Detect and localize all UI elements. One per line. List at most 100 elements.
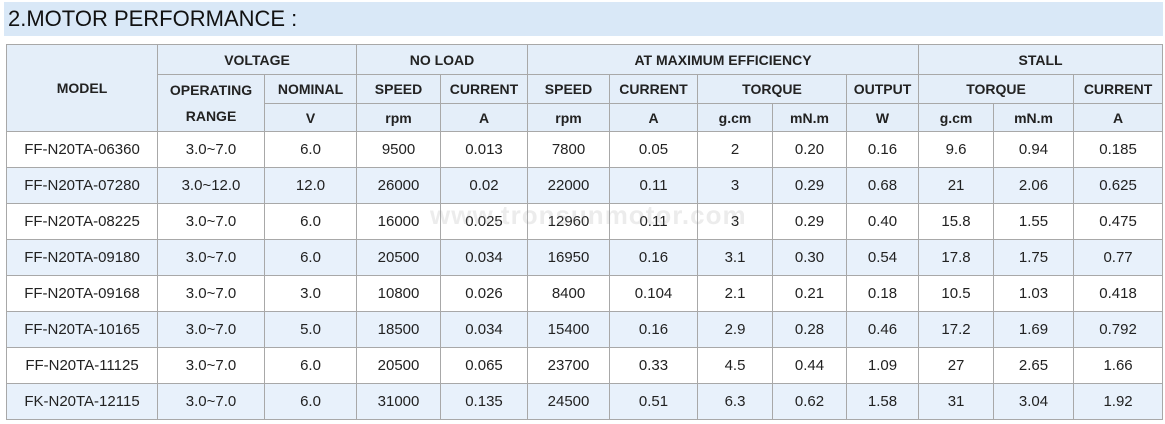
table-cell: 1.75 — [993, 239, 1075, 276]
table-cell: 0.185 — [1073, 131, 1164, 168]
unit-header: mN.m — [993, 103, 1075, 132]
table-cell: 26000 — [356, 167, 441, 204]
table-cell: 0.02 — [440, 167, 528, 204]
table-cell: FF-N20TA-09168 — [6, 275, 158, 312]
table-cell: 3.0~7.0 — [157, 383, 265, 420]
table-row: FK-N20TA-12115 3.0~7.0 6.0 31000 0.135 24500 0… — [6, 383, 1164, 420]
table-cell: 7800 — [527, 131, 610, 168]
table-cell: 3.0~7.0 — [157, 239, 265, 276]
table-cell: 6.0 — [264, 347, 357, 384]
column-header: OPERATING RANGE — [157, 74, 265, 132]
table-row: FF-N20TA-08225 3.0~7.0 6.0 16000 0.025 12960 0… — [6, 203, 1164, 240]
table-cell: 16950 — [527, 239, 610, 276]
table-cell: FF-N20TA-10165 — [6, 311, 158, 348]
table-cell: 6.0 — [264, 203, 357, 240]
unit-header: g.cm — [918, 103, 995, 132]
table-cell: FF-N20TA-09180 — [6, 239, 158, 276]
table-cell: 3.0~7.0 — [157, 131, 265, 168]
table-cell: 23700 — [527, 347, 610, 384]
table-cell: 0.44 — [772, 347, 847, 384]
column-header: TORQUE — [918, 74, 1075, 104]
unit-header: W — [845, 103, 920, 132]
table-cell: 2.65 — [993, 347, 1075, 384]
table-cell: 9.6 — [918, 131, 995, 168]
table-cell: 5.0 — [264, 311, 357, 348]
table-cell: 0.034 — [440, 239, 528, 276]
table-cell: 0.05 — [609, 131, 698, 168]
unit-header: mN.m — [772, 103, 847, 132]
table-cell: 6.3 — [697, 383, 773, 420]
unit-header: rpm — [356, 103, 441, 132]
table-cell: 27 — [918, 347, 995, 384]
unit-header: A — [609, 103, 698, 132]
table-row: FF-N20TA-11125 3.0~7.0 6.0 20500 0.065 23700 0… — [6, 347, 1164, 384]
table-cell: 1.58 — [845, 383, 920, 420]
table-cell: 0.20 — [772, 131, 847, 168]
table-cell: 0.54 — [845, 239, 920, 276]
table-cell: 0.30 — [772, 239, 847, 276]
table-cell: 6.0 — [264, 239, 357, 276]
column-header: TORQUE — [697, 74, 847, 104]
unit-header: g.cm — [697, 103, 773, 132]
table-cell: 2.06 — [993, 167, 1075, 204]
table-cell: 8400 — [527, 275, 610, 312]
table-cell: 1.03 — [993, 275, 1075, 312]
table-cell: 0.104 — [609, 275, 698, 312]
table-cell: 0.62 — [772, 383, 847, 420]
table-cell: 20500 — [356, 239, 441, 276]
unit-header: rpm — [527, 103, 610, 132]
group-header: VOLTAGE — [157, 44, 357, 75]
table-cell: 3.1 — [697, 239, 773, 276]
table-cell: 3.0~7.0 — [157, 311, 265, 348]
table-row: FF-N20TA-06360 3.0~7.0 6.0 9500 0.013 7800 0.0… — [6, 131, 1164, 168]
table-row: FF-N20TA-07280 3.0~12.0 12.0 26000 0.02 22000… — [6, 167, 1164, 204]
table-cell: 0.21 — [772, 275, 847, 312]
table-cell: 0.29 — [772, 203, 847, 240]
table-cell: 1.55 — [993, 203, 1075, 240]
table-cell: FF-N20TA-06360 — [6, 131, 158, 168]
table-cell: 3 — [697, 203, 773, 240]
column-header: SPEED — [356, 74, 441, 104]
table-row: FF-N20TA-10165 3.0~7.0 5.0 18500 0.034 15400 0… — [6, 311, 1164, 348]
group-header: STALL — [918, 44, 1164, 75]
table-cell: 17.2 — [918, 311, 995, 348]
table-cell: 20500 — [356, 347, 441, 384]
table-cell: 0.026 — [440, 275, 528, 312]
table-cell: 1.66 — [1073, 347, 1164, 384]
table-cell: 0.625 — [1073, 167, 1164, 204]
table-cell: 0.28 — [772, 311, 847, 348]
table-cell: 3.04 — [993, 383, 1075, 420]
table-cell: 0.034 — [440, 311, 528, 348]
table-cell: 0.94 — [993, 131, 1075, 168]
table-cell: 3.0 — [264, 275, 357, 312]
table-cell: 4.5 — [697, 347, 773, 384]
group-header: MODEL — [6, 44, 158, 132]
table-cell: 0.025 — [440, 203, 528, 240]
table-cell: 0.11 — [609, 167, 698, 204]
table-cell: FF-N20TA-08225 — [6, 203, 158, 240]
table-cell: 6.0 — [264, 383, 357, 420]
table-cell: FF-N20TA-11125 — [6, 347, 158, 384]
table-cell: 0.40 — [845, 203, 920, 240]
table-cell: 0.29 — [772, 167, 847, 204]
column-header: NOMINAL — [264, 74, 357, 104]
group-header: AT MAXIMUM EFFICIENCY — [526, 44, 920, 75]
table-cell: 31000 — [356, 383, 441, 420]
table-cell: 0.013 — [440, 131, 528, 168]
unit-header: A — [1073, 103, 1164, 132]
table-cell: FF-N20TA-07280 — [6, 167, 158, 204]
table-cell: 0.46 — [845, 311, 920, 348]
table-cell: 15.8 — [918, 203, 995, 240]
table-cell: 0.33 — [609, 347, 698, 384]
table-cell: 0.16 — [609, 239, 698, 276]
table-cell: 0.065 — [440, 347, 528, 384]
table-cell: 0.77 — [1073, 239, 1164, 276]
table-cell: 0.18 — [845, 275, 920, 312]
table-cell: 0.51 — [609, 383, 698, 420]
column-header: SPEED — [527, 74, 610, 104]
table-cell: 12.0 — [264, 167, 357, 204]
table-cell: 1.92 — [1073, 383, 1164, 420]
performance-table: MODEL VOLTAGE NO LOAD AT MAXIMUM EFFICIE… — [6, 44, 1164, 420]
table-cell: 2.1 — [697, 275, 773, 312]
